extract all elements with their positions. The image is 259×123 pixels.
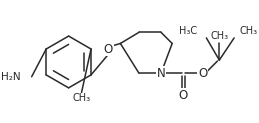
Text: CH₃: CH₃ — [73, 93, 91, 103]
Text: O: O — [104, 43, 113, 55]
Text: H₂N: H₂N — [1, 72, 20, 82]
Text: O: O — [198, 67, 207, 80]
Text: O: O — [179, 89, 188, 102]
Text: H₃C: H₃C — [179, 26, 197, 36]
Text: CH₃: CH₃ — [210, 31, 228, 41]
Text: CH₃: CH₃ — [240, 26, 258, 36]
Text: N: N — [157, 67, 166, 80]
